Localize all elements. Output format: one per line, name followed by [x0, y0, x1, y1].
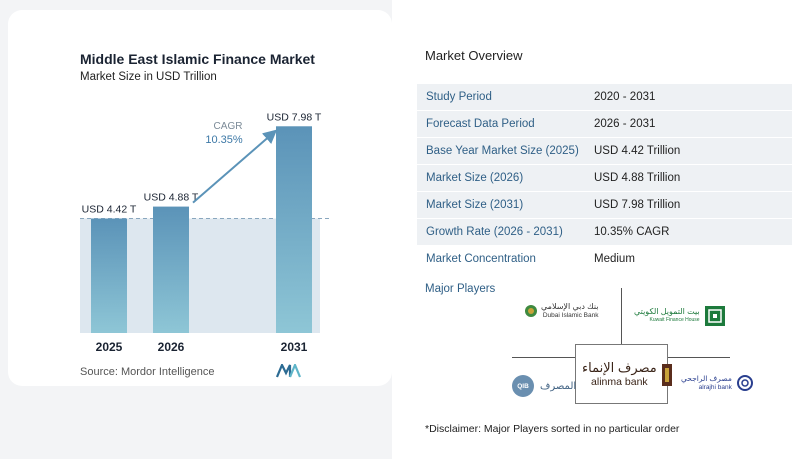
alrajhi-emblem-icon [736, 375, 753, 391]
kfh-arabic: بيت التمويل الكويتي [634, 307, 700, 316]
qib-logo: QIB المصرف [512, 375, 576, 397]
row-value: Medium [594, 253, 635, 265]
dubai-islamic-bank-logo: بنك دبي الإسلامي Dubai Islamic Bank [524, 302, 599, 320]
row-value: USD 4.88 Trillion [594, 172, 681, 184]
alinma-arabic: مصرف الإنماء [582, 360, 657, 375]
overview-title: Market Overview [425, 48, 523, 63]
data-label-2025: USD 4.42 T [82, 204, 137, 216]
overview-row: Market Concentration Medium [417, 246, 792, 272]
alinma-bank-logo: مصرف الإنماء alinma bank [582, 360, 673, 390]
row-label: Growth Rate (2026 - 2031) [426, 226, 563, 238]
data-label-2031: USD 7.98 T [267, 111, 322, 123]
cagr-arrow [192, 129, 278, 204]
row-label: Study Period [426, 91, 492, 103]
alinma-emblem-icon [661, 364, 672, 386]
overview-row: Market Size (2031) USD 7.98 Trillion [417, 192, 792, 218]
dib-arabic: بنك دبي الإسلامي [541, 302, 599, 311]
bar-2026 [153, 206, 189, 333]
overview-row: Base Year Market Size (2025) USD 4.42 Tr… [417, 138, 792, 164]
row-label: Forecast Data Period [426, 118, 535, 130]
alinma-english: alinma bank [591, 376, 648, 388]
chart-title: Middle East Islamic Finance Market [80, 51, 315, 67]
cagr-value: 10.35% [205, 134, 243, 146]
major-players-title: Major Players [425, 283, 496, 295]
bar-2031 [276, 126, 312, 333]
row-value: 2026 - 2031 [594, 118, 656, 130]
chart-subtitle: Market Size in USD Trillion [80, 71, 217, 83]
row-value: 2020 - 2031 [594, 91, 656, 103]
disclaimer-text: *Disclaimer: Major Players sorted in no … [425, 423, 680, 435]
row-value: 10.35% CAGR [594, 226, 670, 238]
alrajhi-bank-logo: مصرف الراجحي alrajhi bank [681, 374, 754, 392]
cagr-label: CAGR [214, 121, 243, 132]
alrajhi-arabic: مصرف الراجحي [681, 374, 732, 383]
mordor-logo-icon [276, 364, 302, 378]
bar-2025 [91, 218, 127, 333]
row-label: Market Size (2026) [426, 172, 524, 184]
featured-logo-box [575, 344, 668, 404]
kfh-emblem-icon [704, 306, 725, 326]
data-label-2026: USD 4.88 T [144, 192, 199, 204]
row-label: Market Concentration [426, 253, 536, 265]
row-value: USD 4.42 Trillion [594, 145, 681, 157]
overview-row: Forecast Data Period 2026 - 2031 [417, 111, 792, 137]
row-label: Market Size (2031) [426, 199, 524, 211]
x-tick-2025: 2025 [96, 340, 123, 354]
bar-chart: USD 4.42 T 2025 USD 4.88 T 2026 USD 7.98 T 20… [80, 111, 330, 354]
overview-row: Market Size (2026) USD 4.88 Trillion [417, 165, 792, 191]
kfh-english: Kuwait Finance House [649, 317, 700, 323]
dib-emblem-icon [525, 305, 537, 317]
alrajhi-english: alrajhi bank [698, 384, 732, 391]
overview-row: Growth Rate (2026 - 2031) 10.35% CAGR [417, 219, 792, 245]
x-tick-2031: 2031 [281, 340, 308, 354]
row-value: USD 7.98 Trillion [594, 199, 681, 211]
overview-row: Study Period 2020 - 2031 [417, 84, 792, 110]
row-label: Base Year Market Size (2025) [426, 145, 579, 157]
x-tick-2026: 2026 [158, 340, 185, 354]
grid-divider [621, 288, 622, 344]
qib-mark: QIB [512, 375, 534, 397]
kuwait-finance-house-logo: بيت التمويل الكويتي Kuwait Finance House [634, 305, 726, 327]
dib-english: Dubai Islamic Bank [542, 312, 599, 319]
qib-arabic: المصرف [540, 380, 577, 392]
source-note: Source: Mordor Intelligence [80, 366, 215, 378]
